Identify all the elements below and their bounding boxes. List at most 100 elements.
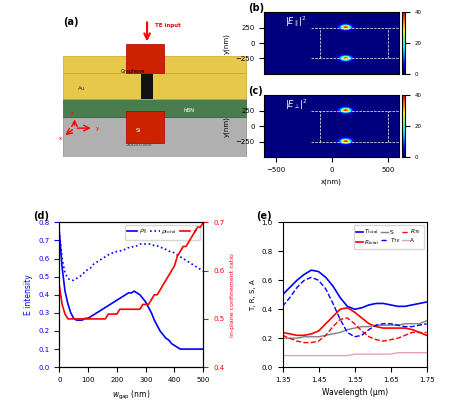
$T_{TE}$ xyxy=(366,327,372,332)
X-axis label: $w_{\rm gap}$ (nm): $w_{\rm gap}$ (nm) xyxy=(112,388,151,401)
Text: Graphene: Graphene xyxy=(120,69,145,74)
$\rho_{\parallel}$ xyxy=(152,318,157,323)
$T_{total}$ xyxy=(301,272,307,277)
Legend: $\rho_{\parallel}$, $\rho_{total}$, $\gamma$: $\rho_{\parallel}$, $\rho_{total}$, $\ga… xyxy=(125,226,200,239)
Y-axis label: In-plane confinement ratio: In-plane confinement ratio xyxy=(230,253,235,337)
$R_{total}$ xyxy=(309,331,314,336)
$\gamma$ xyxy=(163,278,169,283)
$T_{TE}$ xyxy=(280,304,285,309)
Text: z: z xyxy=(71,111,73,116)
$\gamma$ xyxy=(102,317,108,322)
$\rho_{\parallel}$ xyxy=(198,347,203,352)
A xyxy=(410,350,415,355)
$\rho_{\parallel}$ xyxy=(160,332,166,337)
$R_{TE}$ xyxy=(287,336,292,341)
S xyxy=(395,323,401,328)
Legend: $T_{total}$, $R_{total}$, S, $T_{TE}$, $R_{TE}$, A: $T_{total}$, $R_{total}$, S, $T_{TE}$, $… xyxy=(354,225,424,249)
$\rho_{total}$ xyxy=(56,229,62,234)
$R_{TE}$ xyxy=(337,317,343,322)
Text: $|E_{\parallel}|^2$: $|E_{\parallel}|^2$ xyxy=(284,15,306,29)
$R_{TE}$ xyxy=(330,324,336,329)
S xyxy=(280,336,285,341)
$T_{TE}$ xyxy=(374,323,379,328)
$\rho_{\parallel}$ xyxy=(201,347,206,352)
$T_{TE}$ xyxy=(287,295,292,300)
S xyxy=(374,323,379,328)
$\gamma$ xyxy=(56,283,62,288)
$R_{TE}$ xyxy=(323,333,328,338)
$T_{total}$ xyxy=(402,304,408,309)
$R_{TE}$ xyxy=(359,328,365,333)
$T_{total}$ xyxy=(352,307,357,312)
$T_{total}$ xyxy=(374,301,379,306)
$T_{TE}$ xyxy=(424,321,429,326)
$T_{TE}$ xyxy=(345,330,350,335)
Line: $\rho_{\parallel}$: $\rho_{\parallel}$ xyxy=(59,231,203,349)
Text: Substrate: Substrate xyxy=(126,142,153,146)
X-axis label: Wavelength (μm): Wavelength (μm) xyxy=(321,388,388,397)
$R_{total}$ xyxy=(424,333,429,338)
FancyBboxPatch shape xyxy=(63,73,246,99)
$T_{total}$ xyxy=(388,302,393,307)
$R_{total}$ xyxy=(381,326,386,330)
$\rho_{\parallel}$ xyxy=(88,314,94,319)
A xyxy=(359,352,365,357)
$T_{total}$ xyxy=(287,285,292,290)
A xyxy=(330,353,336,358)
Line: $T_{TE}$: $T_{TE}$ xyxy=(283,277,427,337)
A xyxy=(316,353,321,358)
$T_{TE}$ xyxy=(323,286,328,291)
S xyxy=(359,324,365,329)
S xyxy=(287,336,292,341)
FancyBboxPatch shape xyxy=(63,56,246,73)
$\rho_{\parallel}$ xyxy=(102,305,108,310)
$R_{total}$ xyxy=(287,331,292,336)
Text: Si: Si xyxy=(136,129,141,133)
$R_{total}$ xyxy=(417,330,422,335)
$\gamma$ xyxy=(155,292,160,297)
S xyxy=(410,321,415,326)
$T_{total}$ xyxy=(294,278,300,283)
$T_{total}$ xyxy=(417,301,422,306)
$T_{total}$ xyxy=(309,268,314,273)
FancyBboxPatch shape xyxy=(126,111,164,143)
S xyxy=(323,333,328,338)
$\rho_{total}$ xyxy=(198,267,203,272)
$R_{TE}$ xyxy=(395,336,401,341)
$T_{TE}$ xyxy=(309,275,314,280)
$R_{TE}$ xyxy=(388,337,393,342)
$R_{total}$ xyxy=(402,326,408,330)
A xyxy=(280,353,285,358)
S xyxy=(417,321,422,326)
$R_{total}$ xyxy=(359,315,365,320)
$R_{TE}$ xyxy=(366,334,372,339)
$T_{total}$ xyxy=(395,304,401,309)
A xyxy=(345,353,350,358)
$T_{total}$ xyxy=(337,295,343,300)
Line: A: A xyxy=(283,353,427,356)
Y-axis label: y(nm): y(nm) xyxy=(223,116,230,137)
$T_{TE}$ xyxy=(410,324,415,329)
$\gamma$ xyxy=(91,317,97,322)
Text: x: x xyxy=(59,136,63,141)
A xyxy=(309,353,314,358)
A xyxy=(294,353,300,358)
A xyxy=(337,353,343,358)
$R_{total}$ xyxy=(301,333,307,338)
$\rho_{total}$ xyxy=(105,253,111,257)
S xyxy=(316,334,321,339)
$\rho_{total}$ xyxy=(201,269,206,274)
$T_{total}$ xyxy=(323,275,328,280)
A xyxy=(417,350,422,355)
$\rho_{total}$ xyxy=(102,254,108,259)
A xyxy=(395,350,401,355)
S xyxy=(366,324,372,329)
$T_{TE}$ xyxy=(294,285,300,290)
Y-axis label: E intensity: E intensity xyxy=(24,275,33,315)
$R_{TE}$ xyxy=(402,333,408,338)
$\gamma$ xyxy=(198,225,203,230)
$T_{total}$ xyxy=(280,292,285,297)
S xyxy=(381,323,386,328)
$T_{TE}$ xyxy=(337,317,343,322)
S xyxy=(402,321,408,326)
